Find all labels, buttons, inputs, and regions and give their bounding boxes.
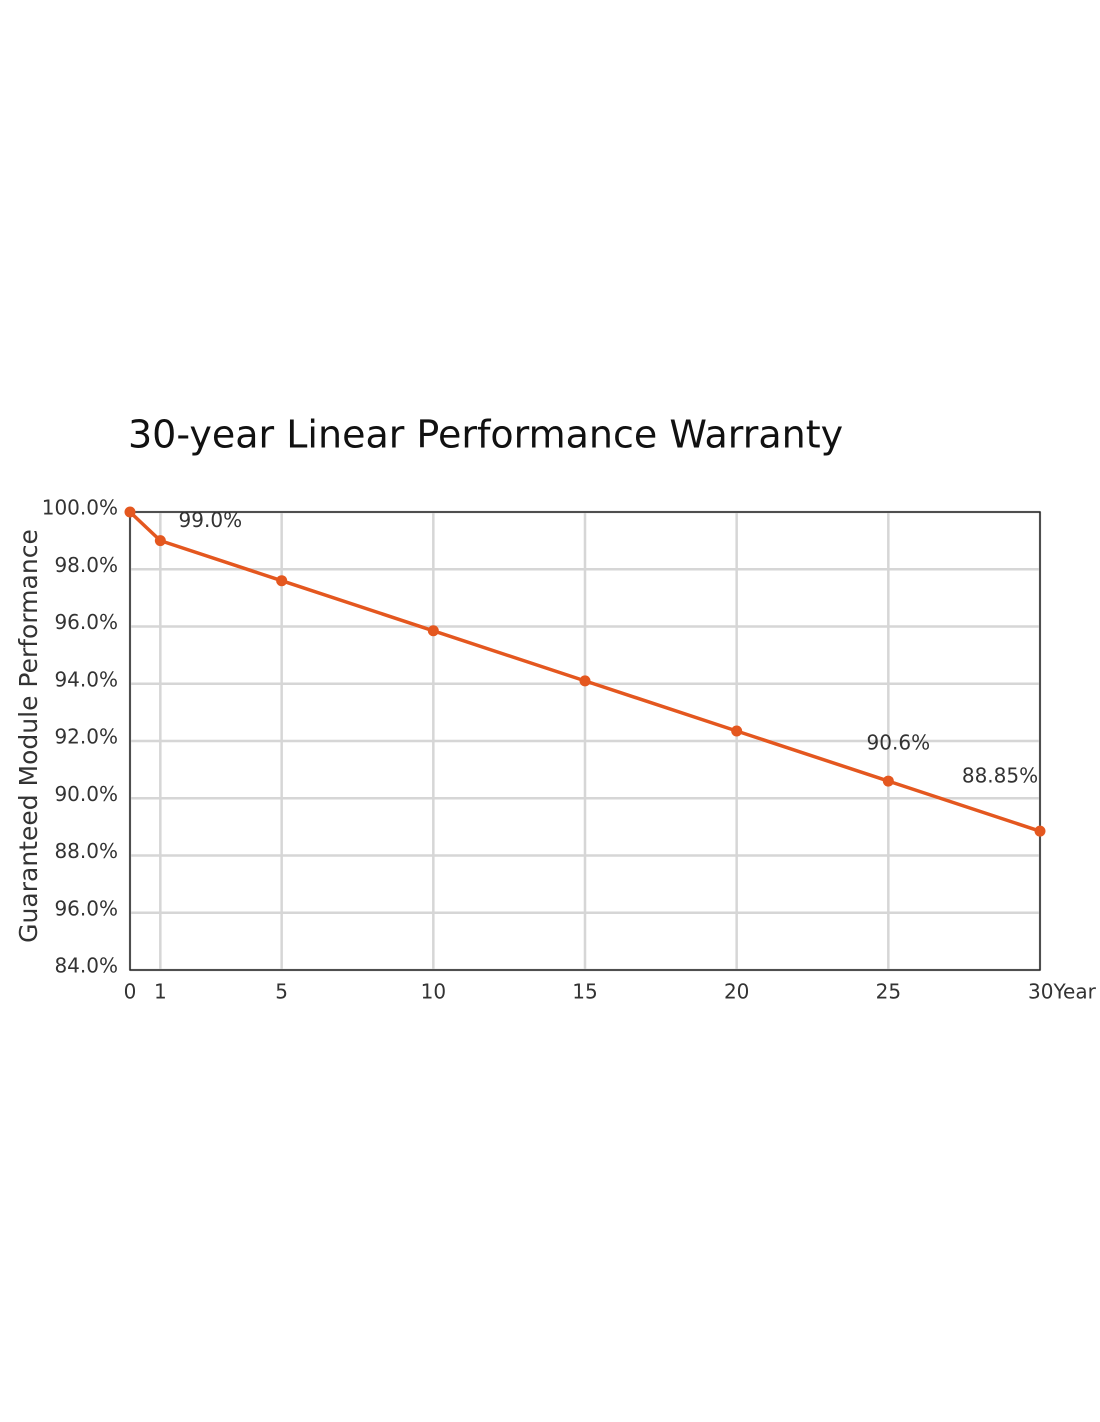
- data-label: 99.0%: [179, 508, 243, 532]
- data-point: [731, 725, 743, 737]
- x-tick-label: 0: [124, 980, 137, 1004]
- y-tick-label: 96.0%: [54, 896, 118, 920]
- x-tick-label: 10: [421, 980, 446, 1004]
- x-tick-label: 1: [154, 980, 167, 1004]
- y-tick-label: 92.0%: [54, 725, 118, 749]
- y-tick-label: 84.0%: [54, 954, 118, 978]
- line: [128, 510, 1041, 833]
- x-tick-label: 30Year: [1028, 980, 1097, 1004]
- x-tick-label: 15: [572, 980, 597, 1004]
- y-tick-label: 100.0%: [42, 496, 118, 520]
- y-tick-label: 96.0%: [54, 610, 118, 634]
- data-label: 90.6%: [867, 731, 931, 755]
- data-label: 88.85%: [962, 764, 1038, 788]
- data-point: [154, 535, 166, 547]
- y-axis-label: Guaranteed Module Performance: [14, 529, 43, 943]
- data-point: [427, 625, 439, 637]
- data-point: [579, 675, 591, 687]
- x-tick-label: 20: [724, 980, 749, 1004]
- x-tick-label: 25: [876, 980, 901, 1004]
- y-tick-label: 88.0%: [54, 839, 118, 863]
- data-point: [1034, 825, 1046, 837]
- y-tick-label: 94.0%: [54, 667, 118, 691]
- y-tick-label: 90.0%: [54, 782, 118, 806]
- y-tick-label: 98.0%: [54, 553, 118, 577]
- data-point: [882, 775, 894, 787]
- data-point: [276, 575, 288, 587]
- x-tick-label: 5: [275, 980, 288, 1004]
- chart-title: 30-year Linear Performance Warranty: [128, 413, 843, 457]
- data-point: [124, 506, 136, 518]
- plot-frame: [129, 511, 1041, 971]
